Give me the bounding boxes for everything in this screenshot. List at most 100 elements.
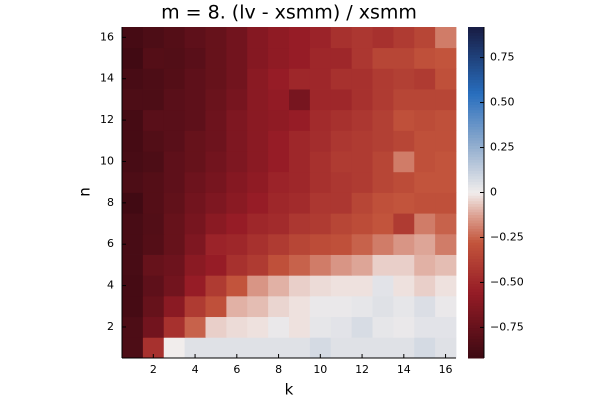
heatmap-cell: [142, 130, 165, 152]
heatmap-cell: [247, 337, 269, 359]
colorbar-segment: [468, 261, 484, 265]
colorbar-segment: [468, 266, 484, 271]
heatmap-cell: [163, 213, 186, 235]
heatmap-cell: [414, 151, 436, 173]
heatmap-cell: [351, 68, 373, 90]
colorbar-segment: [468, 27, 484, 31]
heatmap-cell: [330, 109, 353, 131]
heatmap-cell: [122, 89, 144, 111]
heatmap-cell: [435, 233, 457, 255]
heatmap-cell: [205, 337, 227, 359]
heatmap-cell: [184, 233, 206, 255]
heatmap-cell: [163, 47, 186, 69]
y-tick-label: 14: [100, 72, 114, 85]
heatmap-cell: [414, 109, 436, 131]
heatmap-cell: [205, 89, 227, 111]
heatmap-cell: [247, 109, 269, 131]
colorbar-segment: [468, 87, 484, 91]
heatmap-cell: [289, 295, 311, 318]
heatmap-cell: [184, 295, 206, 318]
colorbar-segment: [468, 151, 484, 155]
colorbar-segment: [468, 264, 484, 268]
heatmap-cell: [142, 295, 165, 318]
heatmap-cell: [142, 275, 165, 297]
heatmap-cell: [226, 337, 248, 359]
heatmap-cell: [414, 47, 436, 69]
heatmap-cell: [163, 254, 186, 276]
x-tick-label: 12: [355, 363, 369, 376]
colorbar-segment: [468, 173, 484, 177]
heatmap-cell: [268, 254, 290, 276]
heatmap-cell: [247, 233, 269, 255]
heatmap-cell: [372, 254, 394, 276]
heatmap-cell: [393, 89, 415, 111]
heatmap-cell: [414, 192, 436, 214]
colorbar-tick-label: 0.50: [490, 96, 515, 109]
colorbar-segment: [468, 200, 484, 205]
heatmap-cell: [142, 337, 165, 359]
colorbar-segment: [468, 280, 484, 285]
colorbar-segment: [468, 283, 484, 287]
colorbar-segment: [468, 344, 484, 348]
colorbar-segment: [468, 327, 484, 331]
colorbar-segment: [468, 62, 484, 67]
heatmap-cell: [372, 171, 394, 193]
heatmap-cell: [268, 130, 290, 152]
heatmap-cell: [142, 316, 165, 338]
heatmap-cell: [142, 213, 165, 235]
heatmap-cell: [393, 47, 415, 69]
heatmap-cell: [122, 233, 144, 255]
heatmap-cell: [414, 337, 436, 359]
heatmap-cell: [184, 27, 206, 49]
heatmap-cell: [330, 275, 353, 297]
heatmap-cell: [309, 192, 332, 214]
heatmap-cell: [372, 192, 394, 214]
heatmap-cell: [414, 275, 436, 297]
colorbar-segment: [468, 65, 484, 69]
heatmap-cell: [393, 109, 415, 131]
x-tick-label: 8: [275, 363, 282, 376]
colorbar-segment: [468, 129, 484, 133]
heatmap-cell: [226, 89, 248, 111]
heatmap-cell: [122, 192, 144, 214]
heatmap-cell: [247, 68, 269, 90]
heatmap-cell: [372, 27, 394, 49]
colorbar-segment: [468, 175, 484, 180]
colorbar-segment: [468, 244, 484, 249]
heatmap-cell: [289, 47, 311, 69]
heatmap-cell: [393, 171, 415, 193]
colorbar-segment: [468, 51, 484, 56]
heatmap-cell: [184, 316, 206, 338]
heatmap-cell: [247, 171, 269, 193]
colorbar-segment: [468, 126, 484, 130]
heatmap-cell: [122, 213, 144, 235]
heatmap-cell: [205, 192, 227, 214]
heatmap-cell: [247, 130, 269, 152]
heatmap-cell: [330, 27, 353, 49]
heatmap-cell: [309, 295, 332, 318]
colorbar-segment: [468, 68, 484, 72]
heatmap-cell: [122, 316, 144, 338]
y-tick-label: 16: [100, 30, 114, 43]
colorbar-segment: [468, 225, 484, 229]
heatmap-cell: [393, 233, 415, 255]
heatmap-cell: [309, 47, 332, 69]
colorbar-segment: [468, 184, 484, 188]
colorbar-segment: [468, 106, 484, 111]
heatmap-cell: [435, 295, 457, 318]
heatmap-cell: [184, 275, 206, 297]
heatmap-cell: [268, 316, 290, 338]
heatmap-cell: [289, 68, 311, 90]
heatmap-cell: [289, 254, 311, 276]
heatmap-cell: [184, 337, 206, 359]
colorbar-segment: [468, 104, 484, 108]
heatmap-cell: [142, 233, 165, 255]
colorbar-segment: [468, 73, 484, 78]
colorbar-segment: [468, 291, 484, 296]
heatmap-cell: [351, 233, 373, 255]
heatmap-cell: [122, 27, 144, 49]
heatmap-cell: [351, 316, 373, 338]
colorbar-segment: [468, 333, 484, 337]
heatmap-cell: [330, 295, 353, 318]
x-tick-label: 6: [233, 363, 240, 376]
